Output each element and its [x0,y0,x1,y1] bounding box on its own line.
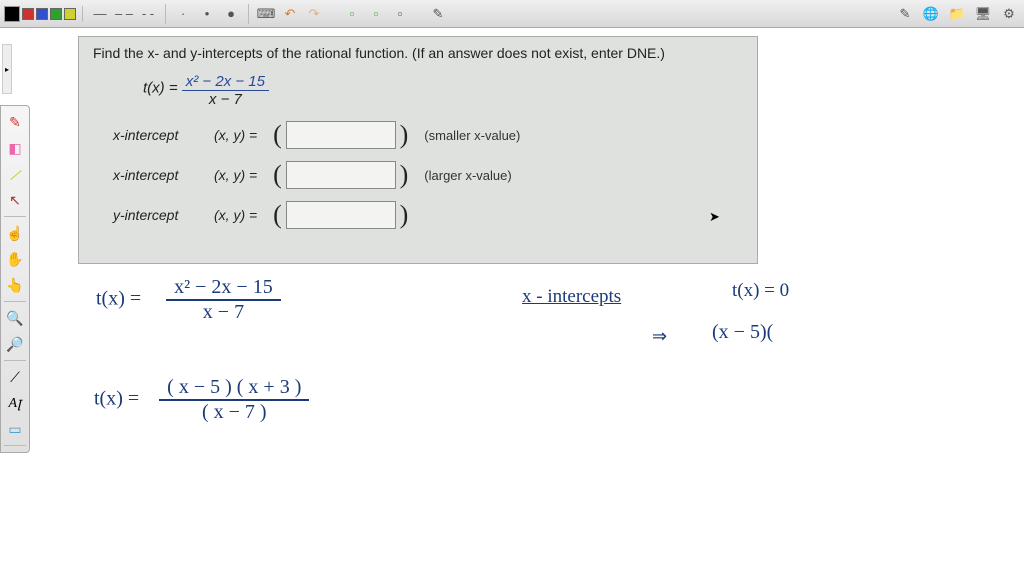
page-dup-icon[interactable]: ▫ [365,4,387,24]
zoom-out-tool[interactable]: 🔎 [3,332,27,356]
side-divider-3 [4,360,26,361]
text-tool[interactable]: Aꞁ [3,391,27,415]
paren-open: ( [273,160,282,189]
keyboard-icon[interactable]: ⌨ [255,4,277,24]
top-toolbar: — – – - - · • ● ⌨ ↶ ↷ ▫ ▫ ▫ ✎ ✎ 🌐 📁 🖥 ⚙ [0,0,1024,28]
side-divider-2 [4,301,26,302]
line-dot[interactable]: - - [137,4,159,24]
color-swatch-red[interactable] [22,8,34,20]
xy-prefix: (x, y) = [214,167,257,183]
undo-button[interactable]: ↶ [279,4,301,24]
hw-eq2-lhs: t(x) = [94,388,139,410]
eraser-tool[interactable]: ◧ [3,136,27,160]
paren-close: ) [400,120,409,149]
paren-open: ( [273,120,282,149]
xy-prefix: (x, y) = [214,127,257,143]
problem-instruction: Find the x- and y-intercepts of the rati… [93,45,743,61]
globe-icon[interactable]: 🌐 [920,4,942,24]
line-solid[interactable]: — [89,4,111,24]
handwriting-note-label: x - intercepts [522,286,621,308]
hw-eq1-num: x² − 2x − 15 [166,276,281,301]
canvas-area: Find the x- and y-intercepts of the rati… [32,28,1024,576]
function-definition: t(x) = x² − 2x − 15 x − 7 [143,71,743,106]
page-del-icon[interactable]: ▫ [389,4,411,24]
handwriting-note-arrow: ⇒ [652,326,667,347]
problem-screenshot: Find the x- and y-intercepts of the rati… [78,36,758,264]
intercept-label: y-intercept [113,207,198,223]
intercept-row-3: y-intercept (x, y) = ( ) [113,200,743,230]
folder-icon[interactable]: 📁 [946,4,968,24]
answer-input-1[interactable] [286,121,396,149]
paren-close: ) [400,200,409,229]
paren-open: ( [273,200,282,229]
xy-prefix: (x, y) = [214,207,257,223]
color-swatch-blue[interactable] [36,8,48,20]
line-tool[interactable]: ⟋ [3,365,27,389]
func-fraction: x² − 2x − 15 x − 7 [182,73,269,108]
color-swatch-yellow[interactable] [64,8,76,20]
pen-icon[interactable]: ✎ [894,4,916,24]
intercept-row-1: x-intercept (x, y) = ( ) (smaller x-valu… [113,120,743,150]
paren-close: ) [400,160,409,189]
zoom-in-tool[interactable]: 🔍 [3,306,27,330]
shape-tool[interactable]: ▭ [3,417,27,441]
redo-button[interactable]: ↷ [303,4,325,24]
hw-eq1-lhs: t(x) = [96,288,141,310]
intercept-label: x-intercept [113,127,198,143]
gear-icon[interactable]: ⚙ [998,4,1020,24]
intercept-label: x-intercept [113,167,198,183]
intercept-hint: (smaller x-value) [424,128,520,143]
side-divider [4,216,26,217]
intercept-hint: (larger x-value) [424,168,511,183]
dot-med[interactable]: • [196,4,218,24]
hw-eq2-frac: ( x − 5 ) ( x + 3 ) ( x − 7 ) [159,376,309,424]
side-toolbar: ✎ ◧ — ↖ ☝ ✋ 👆 🔍 🔎 ⟋ Aꞁ ▭ [0,105,30,453]
color-swatch-green[interactable] [50,8,62,20]
pen-tool[interactable]: ✎ [3,110,27,134]
hw-eq2-den: ( x − 7 ) [159,401,309,424]
dot-small[interactable]: · [172,4,194,24]
intercept-row-2: x-intercept (x, y) = ( ) (larger x-value… [113,160,743,190]
line-style-group: — – – - - [89,4,166,24]
color-swatch-group [4,6,83,22]
left-panel-collapse[interactable]: ▸ [2,44,12,94]
color-swatch-black[interactable] [4,6,20,22]
page-new-icon[interactable]: ▫ [341,4,363,24]
func-denominator: x − 7 [182,91,269,108]
line-dash[interactable]: – – [113,4,135,24]
handwriting-eq2: t(x) = ( x − 5 ) ( x + 3 ) ( x − 7 ) [94,376,309,424]
toolbar-right-cluster: ✎ 🌐 📁 🖥 ⚙ [894,4,1020,24]
draw-tool-icon[interactable]: ✎ [427,4,449,24]
func-numerator: x² − 2x − 15 [182,73,269,91]
hand-grab-tool[interactable]: ✋ [3,247,27,271]
handwriting-note-sol2: (x − 5)( [712,321,773,344]
pointer-tool[interactable]: ↖ [3,188,27,212]
hand-point-tool[interactable]: ☝ [3,221,27,245]
func-lhs: t(x) = [143,79,182,96]
highlighter-tool[interactable]: — [0,157,32,191]
answer-input-3[interactable] [286,201,396,229]
hw-eq2-num: ( x − 5 ) ( x + 3 ) [159,376,309,401]
dot-large[interactable]: ● [220,4,242,24]
hw-eq1-den: x − 7 [166,301,281,324]
cursor-icon: ➤ [709,209,720,225]
dot-size-group: · • ● [172,4,249,24]
side-divider-4 [4,445,26,446]
answer-input-2[interactable] [286,161,396,189]
hand-spot-tool[interactable]: 👆 [3,273,27,297]
hw-eq1-frac: x² − 2x − 15 x − 7 [166,276,281,324]
handwriting-note-sol1: t(x) = 0 [732,280,789,302]
handwriting-eq1: t(x) = x² − 2x − 15 x − 7 [96,276,281,324]
monitor-icon[interactable]: 🖥 [972,4,994,24]
